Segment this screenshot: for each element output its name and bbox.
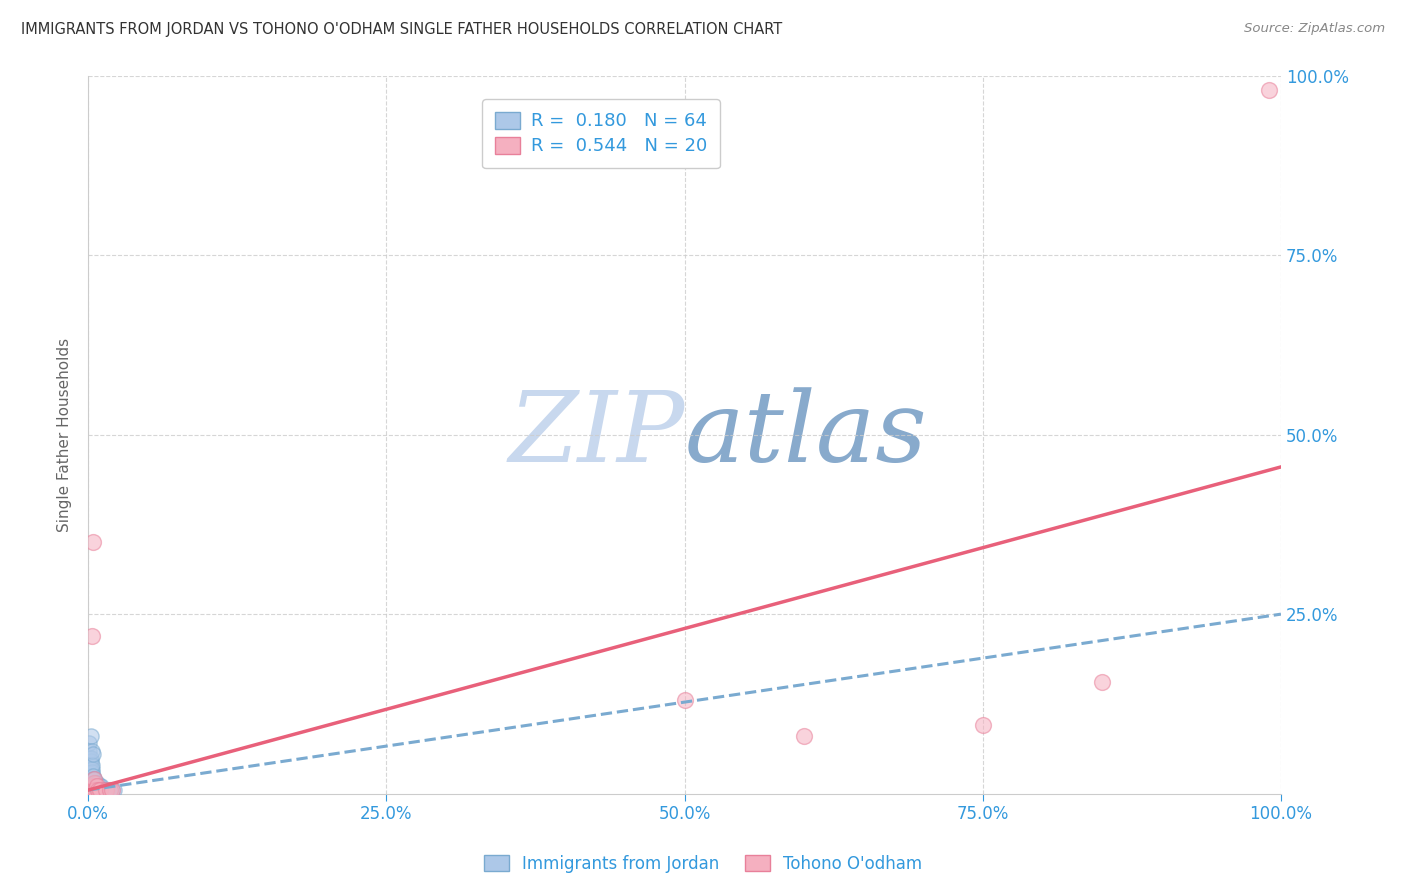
Point bbox=[90, 783, 112, 797]
Point bbox=[94, 783, 117, 797]
Point bbox=[82, 769, 104, 783]
Point bbox=[79, 772, 101, 787]
Point bbox=[80, 783, 103, 797]
Point bbox=[90, 780, 112, 794]
Point bbox=[79, 755, 101, 769]
Point bbox=[86, 783, 108, 797]
Point bbox=[79, 743, 101, 757]
Point bbox=[103, 783, 125, 797]
Point bbox=[80, 743, 103, 757]
Point bbox=[80, 629, 103, 643]
Point bbox=[83, 783, 105, 797]
Point bbox=[82, 772, 104, 787]
Point bbox=[86, 780, 108, 794]
Point bbox=[79, 772, 101, 787]
Point bbox=[79, 783, 101, 797]
Point bbox=[80, 772, 103, 787]
Point bbox=[94, 783, 117, 797]
Text: IMMIGRANTS FROM JORDAN VS TOHONO O'ODHAM SINGLE FATHER HOUSEHOLDS CORRELATION CH: IMMIGRANTS FROM JORDAN VS TOHONO O'ODHAM… bbox=[21, 22, 782, 37]
Point bbox=[82, 535, 104, 549]
Point bbox=[84, 780, 107, 794]
Point bbox=[79, 751, 101, 765]
Point bbox=[89, 780, 111, 794]
Point bbox=[79, 780, 101, 794]
Text: atlas: atlas bbox=[685, 387, 928, 483]
Point bbox=[83, 780, 105, 794]
Point bbox=[80, 769, 103, 783]
Point bbox=[79, 769, 101, 783]
Point bbox=[98, 783, 121, 797]
Point bbox=[84, 776, 107, 790]
Point bbox=[83, 783, 105, 797]
Point bbox=[793, 729, 815, 743]
Point bbox=[79, 729, 101, 743]
Point bbox=[79, 783, 101, 797]
Point bbox=[91, 783, 114, 797]
Point bbox=[79, 758, 101, 772]
Point bbox=[84, 783, 107, 797]
Point bbox=[80, 758, 103, 772]
Point bbox=[98, 783, 121, 797]
Point bbox=[82, 776, 104, 790]
Point bbox=[79, 776, 101, 790]
Point bbox=[97, 783, 120, 797]
Point bbox=[89, 783, 111, 797]
Legend: Immigrants from Jordan, Tohono O'odham: Immigrants from Jordan, Tohono O'odham bbox=[477, 848, 929, 880]
Point bbox=[83, 772, 105, 787]
Point bbox=[79, 780, 101, 794]
Point bbox=[86, 783, 108, 797]
Point bbox=[79, 769, 101, 783]
Point bbox=[673, 693, 696, 707]
Point bbox=[86, 780, 108, 794]
Point bbox=[89, 783, 111, 797]
Text: Source: ZipAtlas.com: Source: ZipAtlas.com bbox=[1244, 22, 1385, 36]
Point bbox=[82, 747, 104, 761]
Point bbox=[87, 780, 110, 794]
Point bbox=[82, 783, 104, 797]
Point bbox=[80, 783, 103, 797]
Y-axis label: Single Father Households: Single Father Households bbox=[58, 337, 72, 532]
Point bbox=[79, 758, 101, 772]
Point bbox=[83, 780, 105, 794]
Point bbox=[80, 762, 103, 776]
Point bbox=[86, 783, 108, 797]
Point bbox=[83, 776, 105, 790]
Point bbox=[93, 783, 115, 797]
Point bbox=[79, 751, 101, 765]
Point bbox=[79, 776, 101, 790]
Point bbox=[83, 772, 105, 787]
Point bbox=[79, 736, 101, 750]
Point bbox=[83, 776, 105, 790]
Point bbox=[87, 783, 110, 797]
Point bbox=[79, 765, 101, 780]
Text: ZIP: ZIP bbox=[509, 387, 685, 483]
Point bbox=[80, 765, 103, 780]
Point bbox=[101, 783, 124, 797]
Point bbox=[86, 780, 108, 794]
Point bbox=[96, 783, 118, 797]
Legend: R =  0.180   N = 64, R =  0.544   N = 20: R = 0.180 N = 64, R = 0.544 N = 20 bbox=[482, 99, 720, 168]
Point bbox=[79, 762, 101, 776]
Point bbox=[94, 783, 117, 797]
Point bbox=[82, 783, 104, 797]
Point bbox=[972, 718, 994, 732]
Point bbox=[101, 783, 124, 797]
Point bbox=[79, 765, 101, 780]
Point bbox=[1091, 675, 1114, 690]
Point bbox=[80, 780, 103, 794]
Point bbox=[82, 780, 104, 794]
Point bbox=[80, 776, 103, 790]
Point bbox=[79, 762, 101, 776]
Point bbox=[84, 783, 107, 797]
Point bbox=[1258, 83, 1281, 97]
Point bbox=[86, 776, 108, 790]
